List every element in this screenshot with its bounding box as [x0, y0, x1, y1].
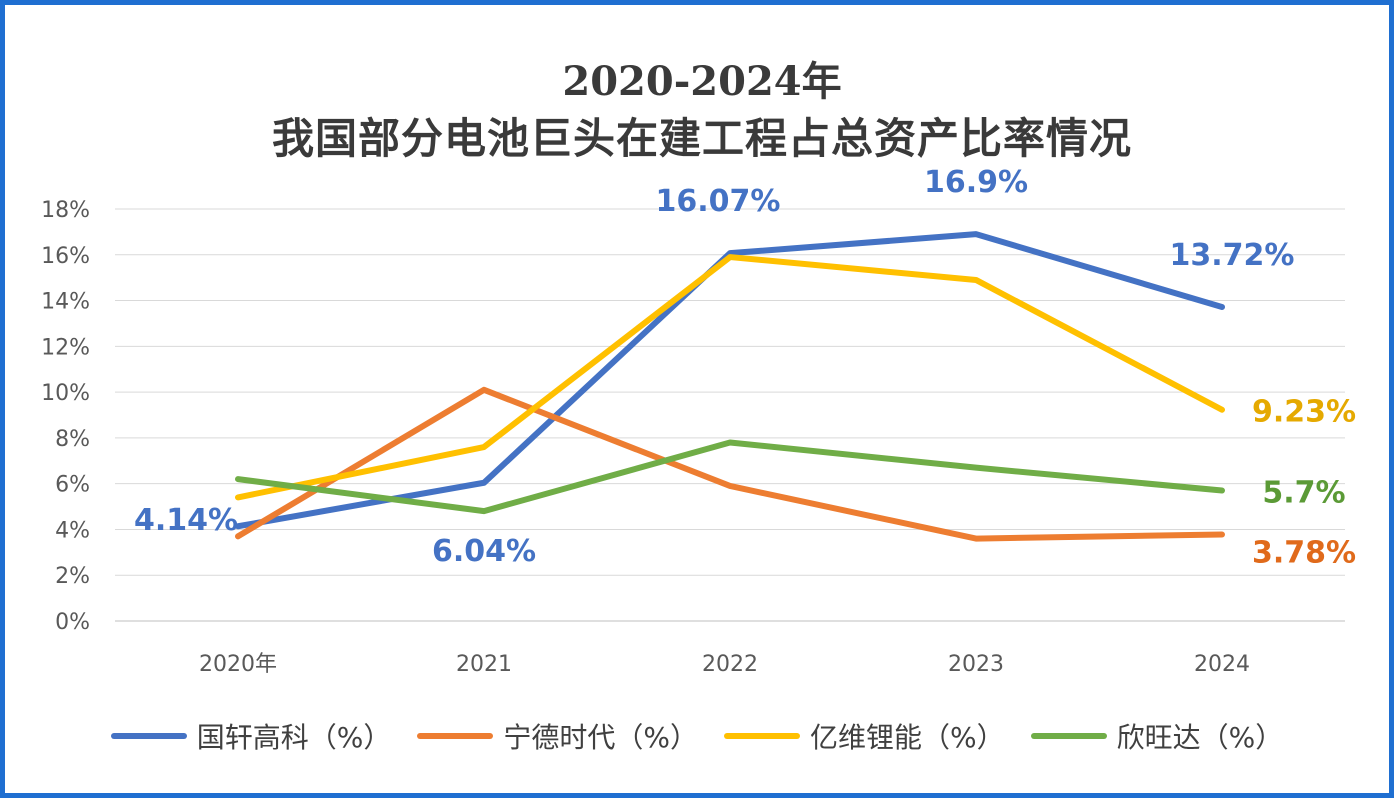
x-tick-label: 2024: [1194, 652, 1250, 677]
legend-label: 欣旺达（%）: [1116, 721, 1284, 754]
series-line-2: [235, 386, 1225, 542]
y-tick-label: 18%: [41, 198, 90, 223]
legend-item-2: 宁德时代（%）: [417, 716, 698, 756]
data-label: 16.9%: [924, 165, 1028, 200]
legend-item-4: 欣旺达（%）: [1030, 716, 1284, 756]
data-label: 6.04%: [432, 534, 536, 569]
legend-label: 宁德时代（%）: [503, 721, 698, 754]
data-label: 3.78%: [1252, 535, 1356, 570]
x-tick-label: 2020年: [199, 652, 277, 677]
y-tick-label: 12%: [41, 335, 90, 360]
legend-swatch: [110, 733, 187, 739]
legend-label: 亿维锂能（%）: [810, 721, 1005, 754]
chart-title-line-1: 2020-2024年: [562, 58, 842, 105]
y-tick-label: 10%: [41, 381, 90, 406]
y-tick-label: 2%: [55, 564, 90, 589]
x-tick-label: 2021: [456, 652, 512, 677]
series-line-4: [235, 439, 1225, 515]
data-label: 9.23%: [1252, 395, 1356, 430]
y-tick-label: 14%: [41, 290, 90, 315]
legend-label: 国轩高科（%）: [196, 721, 392, 754]
y-tick-label: 8%: [55, 427, 90, 452]
data-label: 5.7%: [1262, 476, 1345, 511]
series-line-3: [235, 254, 1225, 501]
chart-title-line-2: 我国部分电池巨头在建工程占总资产比率情况: [271, 114, 1132, 163]
legend-item-3: 亿维锂能（%）: [724, 716, 1005, 756]
x-tick-label: 2022: [702, 652, 758, 677]
legend-swatch: [417, 733, 494, 739]
series-line-1: [235, 231, 1225, 530]
data-label: 16.07%: [656, 184, 781, 219]
legend-swatch: [1030, 733, 1107, 739]
y-tick-label: 0%: [55, 610, 90, 635]
legend-swatch: [724, 733, 800, 739]
x-tick-label: 2023: [948, 652, 1004, 677]
y-tick-label: 16%: [41, 244, 90, 269]
data-label: 13.72%: [1170, 238, 1295, 273]
y-tick-label: 4%: [55, 518, 90, 543]
data-label: 4.14%: [134, 503, 238, 538]
chart-legend: 国轩高科（%） 宁德时代（%） 亿维锂能（%） 欣旺达（%）: [0, 716, 1394, 756]
legend-item-1: 国轩高科（%）: [110, 716, 392, 756]
y-tick-label: 6%: [55, 473, 90, 498]
